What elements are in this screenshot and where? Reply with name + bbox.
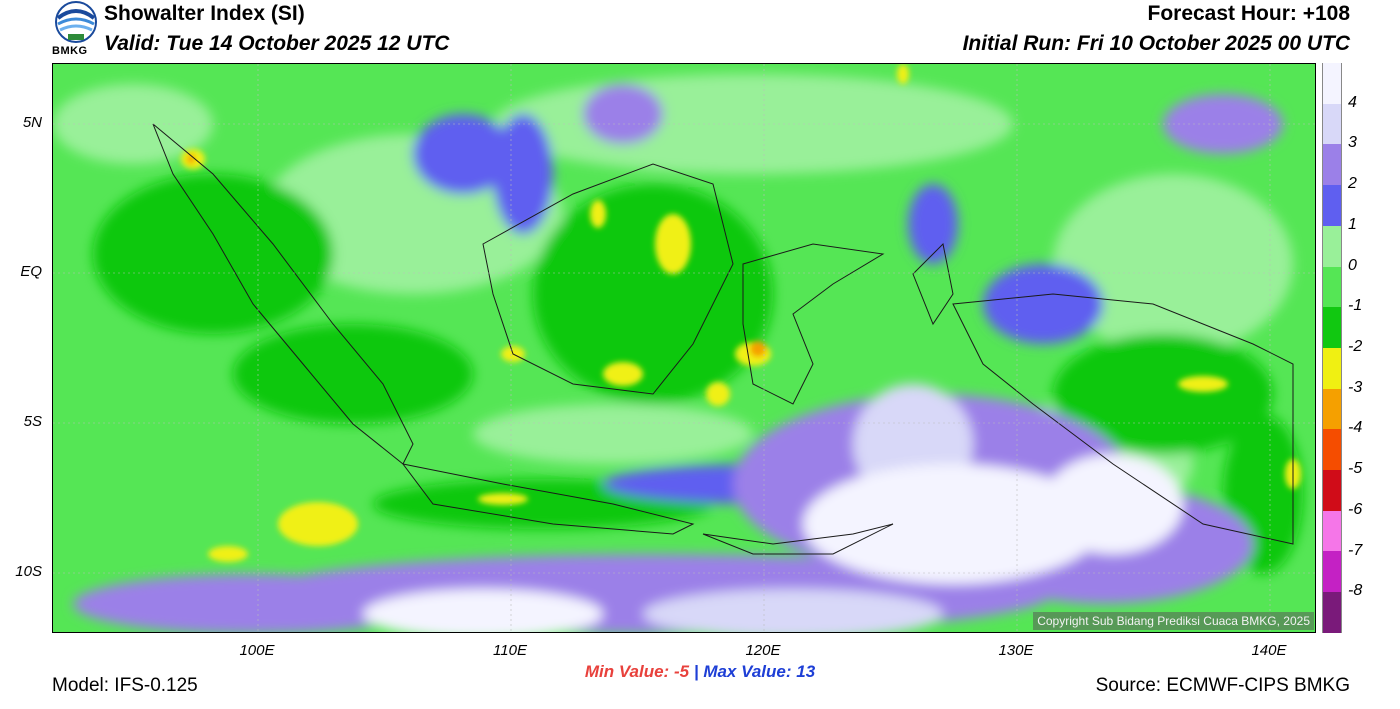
map-svg [53,64,1315,632]
colorbar-swatch [1322,103,1342,145]
map-title: Showalter Index (SI) [104,2,305,25]
source-label: Source: ECMWF-CIPS BMKG [1095,675,1350,696]
lon-label-140e: 140E [1251,642,1287,659]
colorbar-label: -2 [1348,338,1363,355]
graticule [53,64,1315,632]
colorbar-swatch [1322,144,1342,186]
colorbar-swatch [1322,470,1342,511]
logo-label: BMKG [52,45,88,57]
colorbar-swatch [1322,307,1342,348]
colorbar-label: -4 [1348,419,1363,437]
colorbar-label: -8 [1348,582,1363,600]
min-label: Min Value: [584,662,670,681]
colorbar-swatch [1322,429,1342,471]
lat-label-10s: 10S [15,563,42,580]
colorbar-swatch [1322,388,1342,430]
colorbar-swatch [1322,225,1342,267]
max-label: Max Value: [703,662,792,681]
colorbar-swatch [1322,592,1342,633]
colorbar-label: -3 [1348,378,1363,396]
colorbar-swatch [1322,63,1342,104]
colorbar-label: -5 [1348,460,1363,478]
colorbar-label: 0 [1348,256,1357,274]
valid-time: Valid: Tue 14 October 2025 12 UTC [104,32,450,55]
colorbar-swatch [1322,347,1342,389]
showalter-map [52,63,1316,633]
colorbar-swatch [1322,266,1342,308]
lon-label-100e: 100E [239,642,275,659]
colorbar-label: 1 [1348,215,1357,233]
forecast-hour: Forecast Hour: +108 [1147,2,1351,25]
lon-label-110e: 110E [493,642,527,659]
colorbar-label: -1 [1348,297,1363,315]
initial-run: Initial Run: Fri 10 October 2025 00 UTC [962,32,1350,55]
colorbar-label: 2 [1348,175,1357,193]
colorbar-swatch [1322,551,1342,593]
lat-label-5n: 5N [22,114,42,131]
lon-label-120e: 120E [745,642,781,659]
colorbar-label: 4 [1348,93,1357,111]
min-max-separator: | [693,662,699,681]
colorbar [1322,63,1342,633]
min-value: -5 [673,662,690,681]
colorbar-label: -6 [1348,500,1363,518]
bmkg-logo: BMKG [50,0,102,60]
lat-label-5s: 5S [23,413,42,430]
colorbar-swatch [1322,510,1342,552]
colorbar-label: 3 [1348,134,1357,152]
min-max-values: Min Value: -5 | Max Value: 13 [0,662,1400,682]
lat-label-eq: EQ [20,263,42,280]
max-value: 13 [796,662,816,681]
coastlines [152,123,1294,555]
copyright-notice: Copyright Sub Bidang Prediksi Cuaca BMKG… [1033,612,1314,630]
colorbar-label: -7 [1348,541,1363,559]
model-label: Model: IFS-0.125 [52,675,198,696]
colorbar-swatch [1322,185,1342,226]
lon-label-130e: 130E [998,642,1034,659]
